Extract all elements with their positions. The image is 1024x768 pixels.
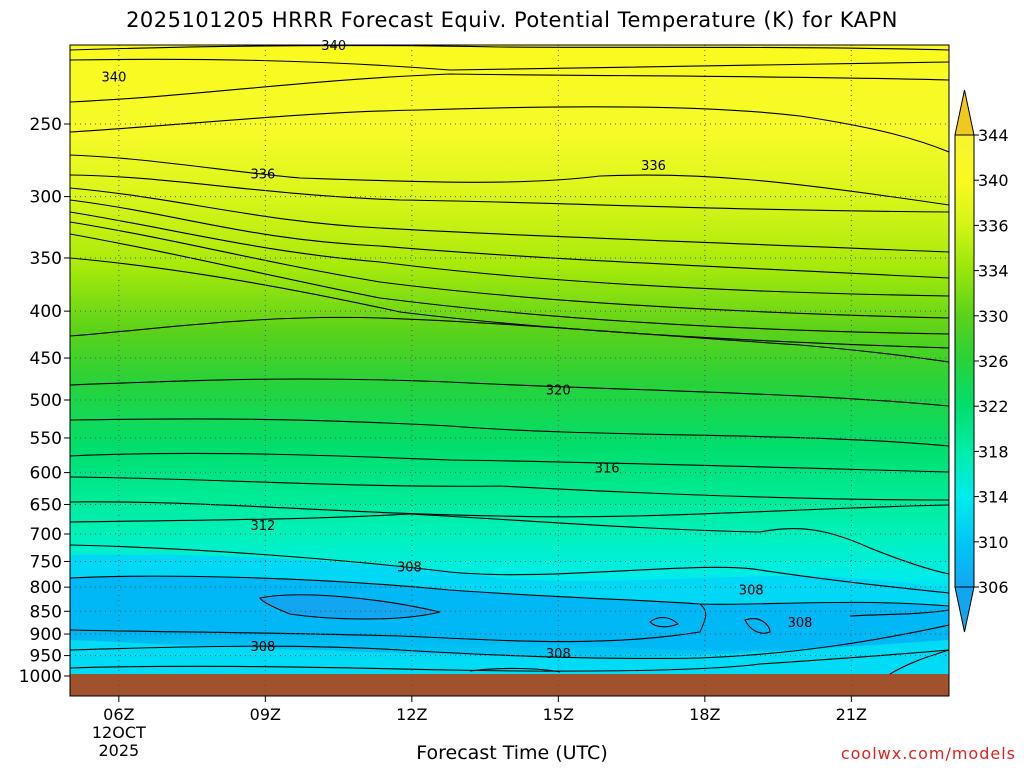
x-date-label: 12OCT — [92, 723, 146, 742]
x-tick-label: 09Z — [250, 705, 281, 724]
contour-line — [70, 199, 949, 279]
contour-line — [469, 667, 561, 673]
colorbar-labels: 306 310 314 318 322 326 330 334 336 340 344 — [974, 126, 1009, 597]
contour-line — [70, 106, 949, 153]
colorbar-lower-arrow — [954, 586, 975, 633]
contour-label: 340 — [321, 39, 346, 54]
contour-line — [70, 233, 949, 335]
colorbar-label: 326 — [978, 352, 1009, 371]
x-date-label: 2025 — [98, 741, 139, 760]
x-axis-title: Forecast Time (UTC) — [0, 742, 1024, 764]
y-tick-label: 350 — [30, 249, 62, 269]
y-tick-label: 500 — [30, 391, 62, 411]
contour-line — [70, 221, 949, 319]
contour-line — [70, 154, 949, 206]
contour-label: 308 — [788, 616, 813, 631]
colorbar-label: 336 — [978, 216, 1009, 235]
contour-label: 312 — [250, 519, 275, 534]
contour-line — [849, 609, 949, 617]
colorbar-upper-arrow — [954, 89, 975, 136]
contour-line — [744, 618, 771, 634]
contour-line — [70, 378, 949, 407]
y-tick-label: 250 — [30, 115, 62, 135]
x-tick-label: 18Z — [689, 705, 720, 724]
x-tick-label: 12Z — [396, 705, 427, 724]
contour-label: 316 — [595, 461, 620, 476]
contour-line — [70, 544, 949, 594]
y-tick-label: 900 — [30, 625, 62, 645]
colorbar-label: 306 — [978, 578, 1009, 597]
contour-line — [70, 452, 949, 473]
contour-line — [70, 316, 949, 363]
y-tick-label: 800 — [30, 578, 62, 598]
contour-line — [70, 603, 707, 643]
colorbar: 306 310 314 318 322 326 330 334 336 340 344 — [954, 89, 1009, 633]
y-tick-label: 300 — [30, 188, 62, 208]
x-tick-label: 06Z — [103, 705, 134, 724]
y-tick-label: 450 — [30, 349, 62, 369]
y-tick-label: 650 — [30, 495, 62, 515]
colorbar-label: 310 — [978, 533, 1009, 552]
colorbar-label: 344 — [978, 126, 1009, 145]
y-tick-label: 600 — [30, 464, 62, 484]
contour-line — [70, 58, 949, 71]
contour-line — [70, 624, 949, 660]
contour-label: 308 — [250, 640, 275, 655]
contour-line — [70, 476, 949, 501]
contour-line — [70, 257, 949, 349]
contour-line — [70, 187, 949, 253]
y-tick-label: 400 — [30, 302, 62, 322]
contour-label: 308 — [739, 584, 764, 599]
contour-line — [70, 45, 949, 51]
contour-label: 308 — [546, 647, 571, 662]
contour-line — [70, 211, 949, 297]
y-tick-label: 750 — [30, 552, 62, 572]
contour-lines — [70, 45, 949, 675]
band-308-310 — [70, 554, 949, 606]
contour-line — [70, 513, 949, 575]
chart-title: 2025101205 HRRR Forecast Equiv. Potentia… — [126, 8, 898, 32]
contour-line — [70, 174, 949, 213]
terrain — [70, 674, 949, 696]
contour-label: 308 — [397, 561, 422, 576]
y-tick-label: 1000 — [19, 667, 62, 687]
colorbar-label: 322 — [978, 397, 1009, 416]
contour-line — [70, 649, 949, 672]
credit-text: coolwx.com/models — [840, 744, 1016, 763]
contour-line — [70, 501, 949, 518]
contour-line — [70, 73, 949, 103]
colorbar-label: 318 — [978, 442, 1009, 461]
colorbar-label: 340 — [978, 171, 1009, 190]
colorbar-label: 334 — [978, 262, 1009, 281]
x-tick-label: 15Z — [543, 705, 574, 724]
y-tick-label: 550 — [30, 429, 62, 449]
band-near-surface — [70, 640, 949, 675]
contour-line — [259, 594, 441, 620]
y-tick-label: 850 — [30, 602, 62, 622]
colorbar-label: 314 — [978, 488, 1009, 507]
contour-labels: 340 340 336 336 320 316 312 308 308 308 308 308 — [102, 39, 813, 662]
y-axis: 250 300 350 400 450 500 550 600 650 700 750 800 850 9… — [19, 115, 70, 687]
x-tick-label: 21Z — [836, 705, 867, 724]
y-tick-label: 700 — [30, 525, 62, 545]
plot-field — [70, 45, 949, 696]
grid-lines — [70, 45, 949, 696]
colorbar-body — [954, 134, 975, 588]
x-axis-title-text: Forecast Time (UTC) — [416, 742, 608, 764]
contour-label: 320 — [546, 384, 571, 399]
y-tick-label: 950 — [30, 647, 62, 667]
plot-frame — [69, 44, 950, 697]
contour-label: 336 — [250, 167, 275, 182]
contour-label: 336 — [641, 159, 666, 174]
colorbar-label: 330 — [978, 307, 1009, 326]
contour-label: 340 — [102, 71, 127, 86]
band-below-306 — [260, 594, 440, 619]
contour-line — [70, 575, 949, 607]
contour-line — [889, 649, 949, 675]
contour-line — [649, 616, 679, 628]
